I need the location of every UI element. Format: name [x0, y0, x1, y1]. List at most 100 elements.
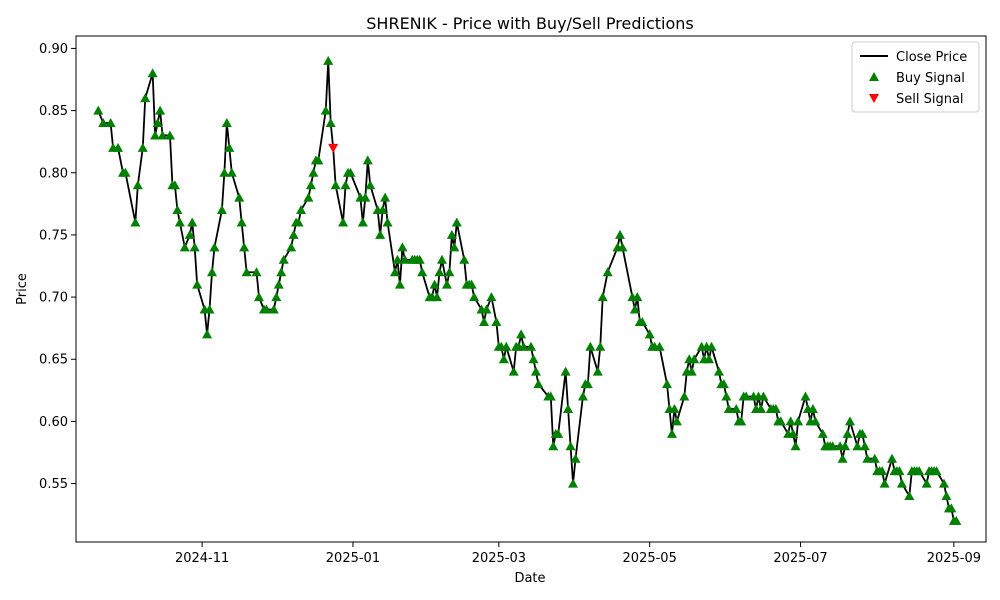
buy-signal-marker [414, 254, 425, 264]
buy-signal-marker [887, 453, 898, 463]
buy-signal-marker [577, 391, 588, 401]
buy-signal-marker [938, 478, 949, 488]
buy-signal-marker [689, 354, 700, 364]
buy-signal-marker [157, 130, 168, 140]
buy-signal-marker [323, 55, 334, 65]
buy-signal-marker [718, 379, 729, 389]
y-tick-label: 0.85 [39, 104, 68, 119]
buy-signal-marker [184, 229, 195, 239]
buy-signal-marker [204, 304, 215, 314]
buy-signal-marker [286, 242, 297, 252]
buy-signal-marker [530, 366, 541, 376]
y-tick-label: 0.90 [39, 42, 68, 57]
y-tick-label: 0.75 [39, 228, 68, 243]
plot-area [93, 55, 962, 525]
buy-signal-marker [563, 403, 574, 413]
buy-signal-marker [785, 416, 796, 426]
buy-signal-marker [592, 366, 603, 376]
buy-signal-marker [365, 180, 376, 190]
buy-signal-marker [288, 229, 299, 239]
x-tick-label: 2025-05 [623, 551, 677, 566]
buy-signal-marker [434, 267, 445, 277]
buy-signal-marker [736, 416, 747, 426]
buy-signal-marker [271, 292, 282, 302]
buy-signal-marker [671, 416, 682, 426]
buy-signal-marker [308, 167, 319, 177]
buy-signal-marker [221, 118, 232, 128]
buy-signal-marker [278, 254, 289, 264]
legend-box [851, 41, 980, 113]
buy-signal-marker [444, 267, 455, 277]
buy-signal-marker [441, 279, 452, 289]
buy-signal-marker [946, 503, 957, 513]
buy-signal-marker [879, 478, 890, 488]
buy-signal-marker [389, 267, 400, 277]
legend-buy-triangle-icon [869, 72, 879, 81]
buy-signal-marker [436, 254, 447, 264]
buy-signal-marker [644, 329, 655, 339]
chart-title: SHRENIK - Price with Buy/Sell Prediction… [366, 14, 693, 33]
buy-signal-marker [686, 366, 697, 376]
buy-signal-marker [775, 416, 786, 426]
buy-signal-marker [164, 130, 175, 140]
buy-signal-marker [449, 242, 460, 252]
buy-signal-marker [526, 341, 536, 351]
buy-signal-marker [98, 118, 109, 128]
buy-signal-marker [582, 379, 593, 389]
buy-signal-marker [770, 403, 781, 413]
buy-signal-marker [869, 453, 880, 463]
buy-signal-marker [793, 416, 804, 426]
sell-signal-marker [328, 143, 339, 153]
buy-signal-marker [239, 242, 250, 252]
buy-signal-marker [810, 416, 821, 426]
buy-signal-marker [296, 205, 307, 215]
buy-signal-marker [951, 515, 962, 525]
buy-signal-marker [857, 428, 868, 438]
buy-signal-marker [844, 416, 855, 426]
buy-signal-marker [595, 341, 606, 351]
buy-signal-marker [451, 217, 462, 227]
buy-signal-marker [362, 155, 373, 165]
buy-signal-marker [508, 366, 519, 376]
buy-signal-marker [105, 118, 116, 128]
buy-signal-marker [224, 142, 235, 152]
buy-signal-marker [731, 403, 742, 413]
buy-signal-marker [189, 242, 200, 252]
buy-signal-marker [679, 391, 690, 401]
buy-signal-marker [859, 441, 870, 451]
buy-signal-marker [273, 279, 284, 289]
buy-signal-marker [914, 466, 925, 476]
buy-signal-marker [877, 466, 888, 476]
buy-signal-marker [219, 167, 230, 177]
buy-signal-marker [654, 341, 665, 351]
buy-signal-marker [481, 304, 492, 314]
buy-signal-marker [132, 180, 143, 190]
buy-signal-marker [704, 354, 715, 364]
buy-signal-marker [632, 292, 643, 302]
buy-signal-marker [894, 466, 905, 476]
buy-signal-marker [120, 167, 131, 177]
buy-signal-marker [817, 428, 828, 438]
buy-signal-marker [417, 267, 428, 277]
buy-signal-marker [446, 229, 457, 239]
buy-signal-marker [268, 304, 279, 314]
buy-signal-marker [518, 341, 529, 351]
y-axis: 0.55 0.60 0.65 0.70 0.75 0.80 0.85 0.90 [39, 42, 76, 492]
buy-signal-marker [486, 292, 497, 302]
buy-signal-marker [862, 453, 873, 463]
buy-signal-marker [666, 428, 677, 438]
buy-signal-marker [758, 391, 769, 401]
buy-signal-marker [152, 118, 163, 128]
legend-label-close-price: Close Price [896, 50, 967, 65]
legend-label-buy-signal: Buy Signal [896, 71, 965, 86]
buy-signal-marker [615, 229, 626, 239]
buy-signal-marker [896, 478, 907, 488]
buy-signal-marker [293, 217, 304, 227]
buy-signal-marker [842, 428, 853, 438]
buy-signal-marker [827, 441, 838, 451]
plot-frame [75, 35, 987, 543]
buy-signal-marker [202, 329, 213, 339]
buy-signal-marker [570, 453, 581, 463]
buy-signal-marker [226, 167, 237, 177]
